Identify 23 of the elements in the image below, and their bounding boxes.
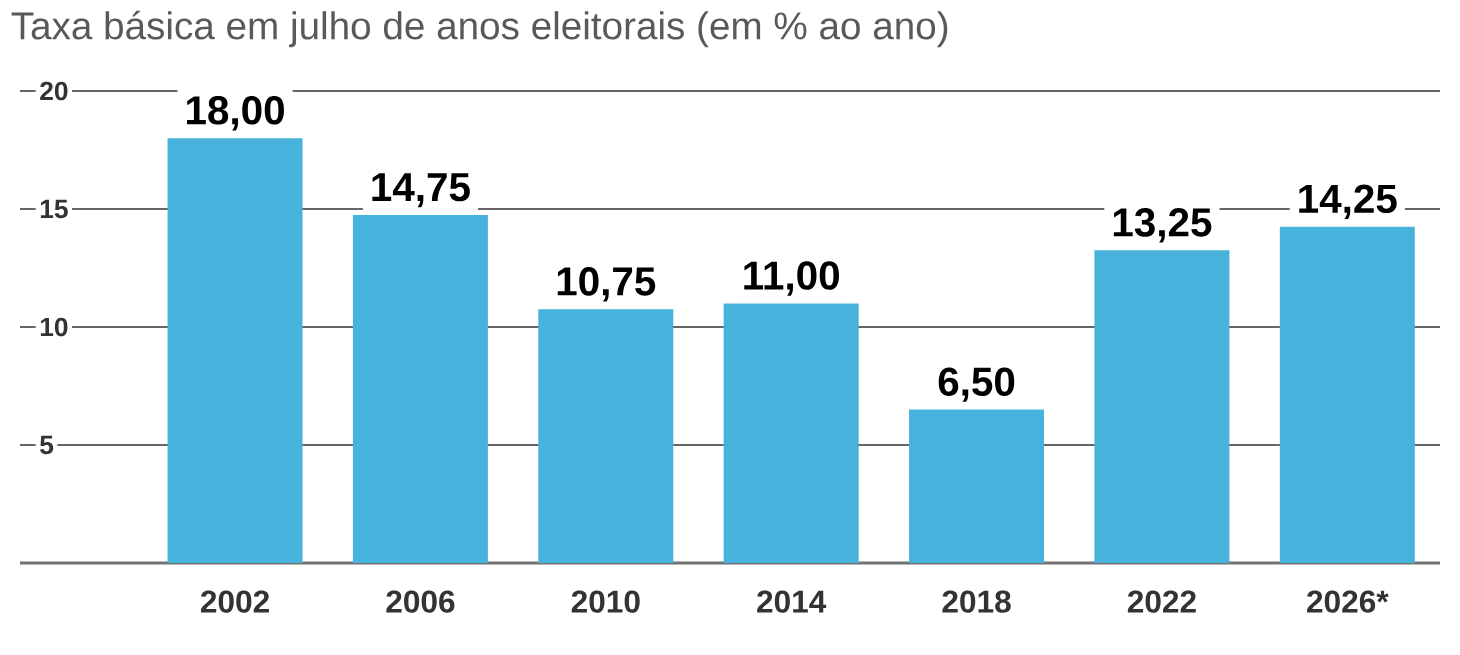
data-label: 11,00 (744, 261, 839, 296)
data-label: 18,00 (187, 95, 284, 131)
bar (352, 214, 488, 563)
y-tick-label: 15 (40, 199, 68, 219)
x-tick-label: 2002 (200, 590, 269, 613)
bar (1094, 250, 1230, 563)
y-tick-label: 20 (40, 81, 68, 101)
y-tick-label: 5 (40, 435, 54, 455)
x-tick-label: 2022 (1127, 590, 1196, 613)
x-tick-label: 2018 (942, 590, 1011, 613)
x-tick-label: 2006 (386, 590, 455, 613)
data-label: 13,25 (1113, 208, 1212, 243)
x-tick-label: 2026* (1307, 590, 1389, 613)
data-label: 14,75 (372, 173, 470, 208)
x-tick-label: 2010 (571, 590, 640, 613)
data-label: 6,50 (938, 367, 1015, 402)
chart-title: Taxa básica em julho de anos eleitorais (em % ao ano) (11, 10, 948, 48)
y-tick-label: 10 (40, 317, 68, 337)
data-label: 10,75 (557, 267, 656, 302)
bar (1279, 226, 1415, 563)
bar (167, 138, 303, 563)
data-label: 14,25 (1299, 184, 1397, 219)
x-tick-label: 2014 (757, 590, 827, 613)
